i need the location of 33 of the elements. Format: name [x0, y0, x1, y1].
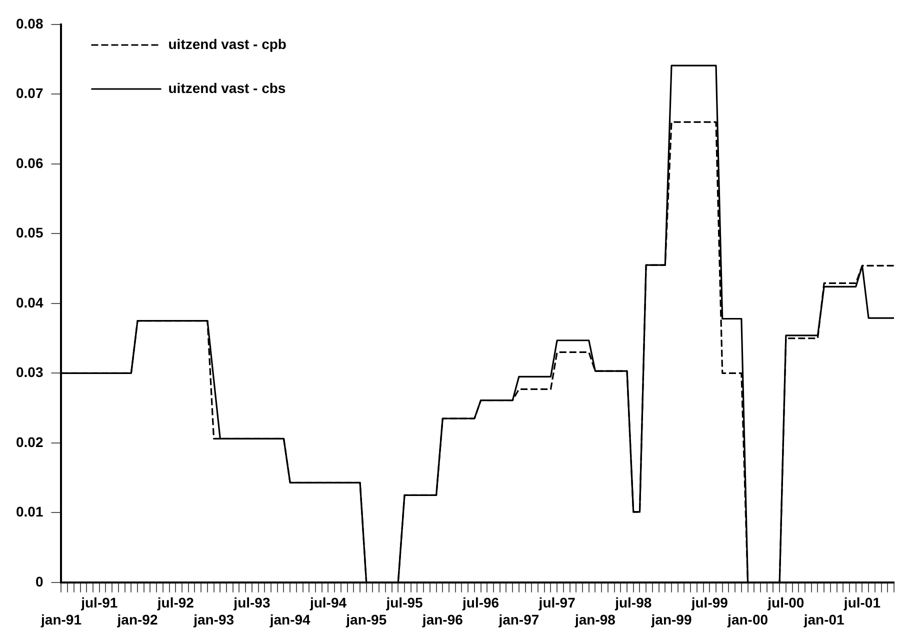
legend-label: uitzend vast - cbs — [168, 80, 286, 96]
y-tick-label: 0.02 — [16, 434, 44, 450]
y-tick-label: 0.07 — [16, 85, 44, 102]
x-tick-label: jul-93 — [232, 594, 270, 611]
x-tick-label: jan-93 — [192, 611, 234, 628]
x-tick-label: jul-91 — [80, 594, 118, 611]
x-tick-label: jan-96 — [421, 611, 464, 628]
x-tick-label: jul-94 — [308, 594, 347, 611]
x-tick-label: jul-92 — [156, 594, 194, 611]
x-tick-label: jul-98 — [614, 594, 652, 611]
y-tick-label: 0.01 — [16, 504, 44, 520]
x-tick-label: jul-00 — [766, 594, 804, 611]
x-tick-label: jan-91 — [40, 611, 82, 628]
x-tick-label: jan-95 — [345, 611, 387, 628]
x-tick-label: jan-01 — [802, 611, 845, 628]
x-tick-label: jan-99 — [650, 611, 692, 628]
x-tick-label: jul-01 — [842, 594, 881, 611]
y-tick-label: 0.03 — [16, 364, 44, 380]
x-tick-label: jan-94 — [268, 611, 311, 628]
y-tick-label: 0.04 — [16, 294, 44, 310]
x-tick-label: jan-00 — [726, 611, 768, 628]
x-tick-label: jul-95 — [385, 594, 424, 611]
y-tick-label: 0.06 — [16, 154, 44, 171]
y-tick-label: 0.08 — [16, 15, 44, 32]
legend-label: uitzend vast - cpb — [168, 36, 286, 52]
x-tick-label: jul-99 — [690, 594, 728, 611]
x-tick-label: jan-98 — [574, 611, 616, 628]
x-tick-label: jan-97 — [498, 611, 540, 628]
y-tick-label: 0.05 — [16, 224, 44, 241]
x-tick-label: jul-97 — [538, 594, 576, 611]
x-tick-label: jan-92 — [116, 611, 158, 628]
x-tick-label: jul-96 — [462, 594, 500, 611]
y-tick-label: 0 — [35, 573, 44, 590]
